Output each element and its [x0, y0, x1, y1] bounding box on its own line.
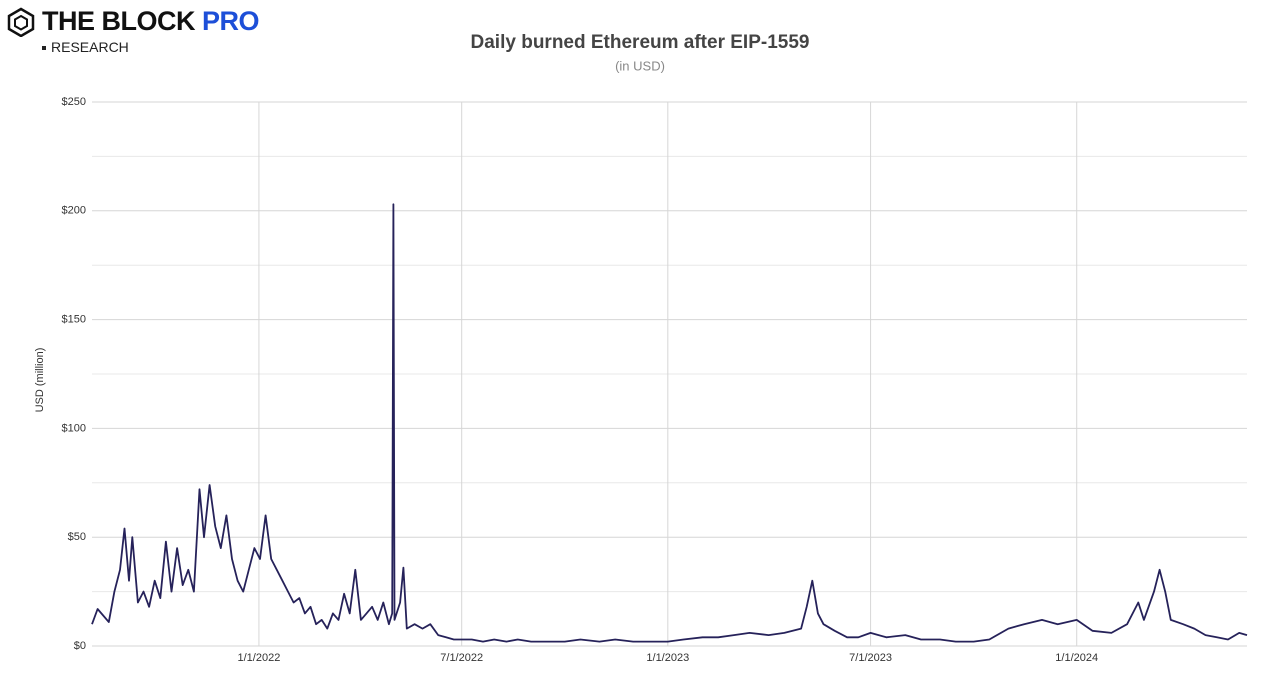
logo-icon — [7, 7, 35, 37]
y-tick-label: $150 — [62, 314, 86, 326]
x-tick-label: 7/1/2022 — [440, 652, 483, 664]
logo: THE BLOCK PRO — [6, 6, 260, 37]
brand-sub: RESEARCH — [42, 39, 129, 55]
y-tick-label: $50 — [68, 531, 86, 543]
x-tick-label: 1/1/2022 — [238, 652, 281, 664]
y-tick-label: $0 — [74, 640, 86, 652]
chart-title: Daily burned Ethereum after EIP-1559 — [471, 32, 810, 53]
data-line — [91, 203, 1248, 643]
y-tick-label: $250 — [62, 96, 86, 108]
chart-subtitle: (in USD) — [615, 58, 665, 73]
brand-name: THE BLOCK — [42, 6, 196, 36]
y-axis-label: USD (million) — [34, 348, 46, 413]
brand: THE BLOCK PRO — [42, 6, 260, 37]
y-tick-label: $200 — [62, 205, 86, 217]
x-tick-label: 7/1/2023 — [849, 652, 892, 664]
x-tick-label: 1/1/2023 — [646, 652, 689, 664]
x-tick-label: 1/1/2024 — [1055, 652, 1098, 664]
brand-pro: PRO — [202, 6, 260, 36]
y-tick-label: $100 — [62, 422, 86, 434]
